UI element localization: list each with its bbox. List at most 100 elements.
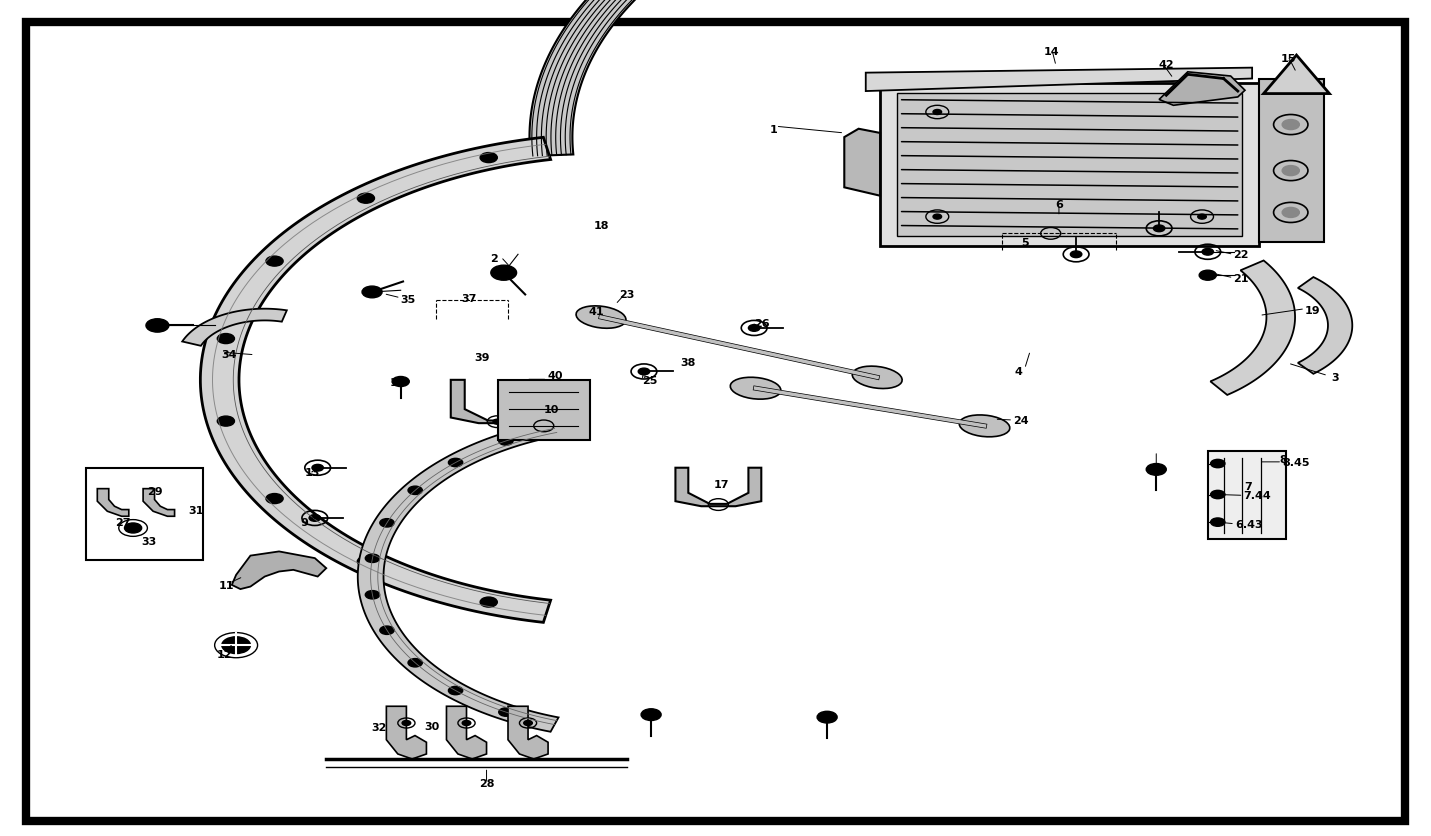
Circle shape bbox=[408, 659, 422, 667]
Circle shape bbox=[1146, 464, 1166, 476]
Text: 40: 40 bbox=[548, 370, 562, 380]
Polygon shape bbox=[844, 130, 880, 196]
Circle shape bbox=[748, 325, 760, 332]
Ellipse shape bbox=[577, 307, 625, 329]
Circle shape bbox=[1282, 120, 1299, 130]
Polygon shape bbox=[386, 706, 426, 759]
Circle shape bbox=[402, 721, 411, 726]
Text: 26: 26 bbox=[754, 319, 770, 329]
Text: 38: 38 bbox=[681, 358, 695, 368]
Text: 36: 36 bbox=[150, 322, 166, 332]
Text: 39: 39 bbox=[475, 353, 489, 363]
Circle shape bbox=[448, 459, 462, 467]
FancyBboxPatch shape bbox=[1259, 79, 1324, 242]
Circle shape bbox=[408, 487, 422, 495]
Ellipse shape bbox=[853, 367, 902, 389]
Text: 25: 25 bbox=[643, 375, 658, 385]
Text: 27: 27 bbox=[116, 517, 130, 528]
Text: 12: 12 bbox=[218, 649, 232, 659]
Polygon shape bbox=[866, 69, 1252, 92]
Text: 14: 14 bbox=[1045, 47, 1059, 57]
Text: 21: 21 bbox=[1234, 273, 1249, 283]
Text: 10: 10 bbox=[544, 405, 558, 415]
Circle shape bbox=[1211, 491, 1225, 499]
Text: 19: 19 bbox=[1305, 306, 1321, 316]
Polygon shape bbox=[529, 0, 791, 157]
FancyBboxPatch shape bbox=[498, 380, 590, 441]
Polygon shape bbox=[358, 422, 558, 732]
Circle shape bbox=[312, 465, 323, 472]
Polygon shape bbox=[182, 309, 286, 346]
Text: 18: 18 bbox=[594, 221, 610, 231]
Text: 11: 11 bbox=[219, 580, 233, 590]
Circle shape bbox=[1282, 208, 1299, 218]
Text: 9: 9 bbox=[301, 517, 309, 528]
Text: 32: 32 bbox=[372, 722, 386, 732]
Circle shape bbox=[817, 711, 837, 723]
Circle shape bbox=[641, 709, 661, 721]
Text: 35: 35 bbox=[401, 294, 415, 304]
Circle shape bbox=[499, 437, 514, 446]
Polygon shape bbox=[1211, 261, 1295, 395]
Polygon shape bbox=[232, 552, 326, 589]
Ellipse shape bbox=[730, 378, 781, 400]
FancyBboxPatch shape bbox=[880, 84, 1259, 247]
Circle shape bbox=[222, 637, 250, 654]
Circle shape bbox=[1198, 215, 1206, 220]
Circle shape bbox=[124, 523, 142, 533]
Circle shape bbox=[1282, 166, 1299, 176]
Circle shape bbox=[1202, 249, 1213, 256]
Circle shape bbox=[524, 721, 532, 726]
Circle shape bbox=[481, 598, 498, 608]
Circle shape bbox=[933, 110, 942, 115]
Text: 24: 24 bbox=[1013, 415, 1029, 426]
Polygon shape bbox=[143, 489, 175, 517]
Text: 28: 28 bbox=[479, 778, 494, 788]
Text: 4: 4 bbox=[1015, 367, 1023, 377]
Circle shape bbox=[491, 266, 517, 281]
Circle shape bbox=[365, 554, 379, 563]
Circle shape bbox=[266, 257, 283, 267]
Text: 16: 16 bbox=[391, 377, 405, 387]
Circle shape bbox=[638, 369, 650, 375]
Polygon shape bbox=[1264, 56, 1329, 94]
Text: 42: 42 bbox=[1159, 60, 1173, 70]
Circle shape bbox=[492, 420, 502, 425]
Text: 1: 1 bbox=[770, 125, 777, 135]
Circle shape bbox=[499, 708, 514, 716]
Text: 5: 5 bbox=[1020, 237, 1029, 247]
Polygon shape bbox=[1159, 73, 1245, 106]
Circle shape bbox=[309, 515, 321, 522]
Circle shape bbox=[1211, 518, 1225, 527]
Text: 7: 7 bbox=[1244, 482, 1252, 492]
Circle shape bbox=[1070, 252, 1082, 258]
Polygon shape bbox=[446, 706, 487, 759]
Text: 34: 34 bbox=[222, 349, 238, 359]
Text: 7.44: 7.44 bbox=[1244, 491, 1271, 501]
Circle shape bbox=[933, 215, 942, 220]
FancyBboxPatch shape bbox=[1208, 451, 1286, 539]
Circle shape bbox=[218, 334, 235, 344]
Text: 13: 13 bbox=[305, 467, 319, 477]
Polygon shape bbox=[508, 706, 548, 759]
FancyBboxPatch shape bbox=[897, 94, 1242, 237]
Polygon shape bbox=[1298, 278, 1352, 375]
Text: 3: 3 bbox=[1331, 373, 1338, 383]
Circle shape bbox=[1153, 226, 1165, 232]
Text: 6.43: 6.43 bbox=[1235, 519, 1262, 529]
Circle shape bbox=[379, 626, 394, 635]
Text: 15: 15 bbox=[1281, 54, 1295, 64]
Circle shape bbox=[481, 153, 498, 163]
Text: 6: 6 bbox=[1055, 200, 1063, 210]
Circle shape bbox=[365, 591, 379, 599]
Polygon shape bbox=[200, 138, 551, 623]
Ellipse shape bbox=[959, 415, 1010, 437]
Text: 17: 17 bbox=[714, 480, 728, 490]
Circle shape bbox=[1199, 271, 1216, 281]
Circle shape bbox=[362, 287, 382, 298]
Text: 37: 37 bbox=[462, 293, 477, 303]
Text: 22: 22 bbox=[1234, 250, 1249, 260]
Polygon shape bbox=[451, 380, 544, 424]
Circle shape bbox=[379, 519, 394, 528]
Text: 29: 29 bbox=[147, 487, 162, 497]
